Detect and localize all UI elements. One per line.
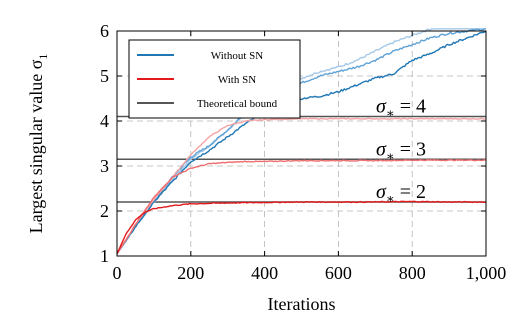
legend-label-3: Theoretical bound [197, 98, 278, 110]
y-tick-label: 5 [100, 66, 109, 86]
without-sn-series-3 [116, 28, 486, 255]
y-tick-label: 3 [100, 156, 109, 176]
x-tick-label: 200 [177, 263, 204, 283]
x-tick-label: 800 [399, 263, 426, 283]
bound-annotations: σ∗ = 2 σ∗ = 3 σ∗ = 4 [376, 96, 426, 207]
legend-label-1: Without SN [211, 50, 263, 62]
y-axis-label-subscript: 1 [36, 54, 50, 60]
x-tick-label: 600 [325, 263, 352, 283]
bound-annotation-3: σ∗ = 4 [376, 96, 426, 121]
grid-lines [117, 31, 486, 256]
y-tick-label: 4 [100, 111, 109, 131]
y-axis-label-text: Largest singular value σ [26, 59, 46, 233]
x-tick-label: 0 [113, 263, 122, 283]
x-tick-label: 1,000 [466, 263, 507, 283]
x-axis-label: Iterations [268, 294, 336, 314]
axis-ticks: 0 200 400 600 800 1,000 1 2 3 4 5 6 [100, 21, 506, 283]
x-tick-label: 400 [251, 263, 278, 283]
bound-annotation-1: σ∗ = 2 [376, 181, 426, 206]
series-lines [116, 28, 487, 255]
plot-frame [116, 30, 487, 257]
with-sn-series-1 [116, 200, 487, 255]
with-sn-series-2 [116, 159, 487, 255]
y-axis-label: Largest singular value σ1 [26, 54, 50, 234]
legend-label-2: With SN [218, 74, 256, 86]
y-tick-label: 6 [100, 21, 109, 41]
theoretical-bound-lines [117, 115, 486, 203]
bound-annotation-2: σ∗ = 3 [376, 138, 426, 163]
y-tick-label: 1 [100, 246, 109, 266]
legend: Without SN With SN Theoretical bound [128, 39, 301, 119]
y-tick-label: 2 [100, 201, 109, 221]
with-sn-series-3 [116, 117, 486, 255]
